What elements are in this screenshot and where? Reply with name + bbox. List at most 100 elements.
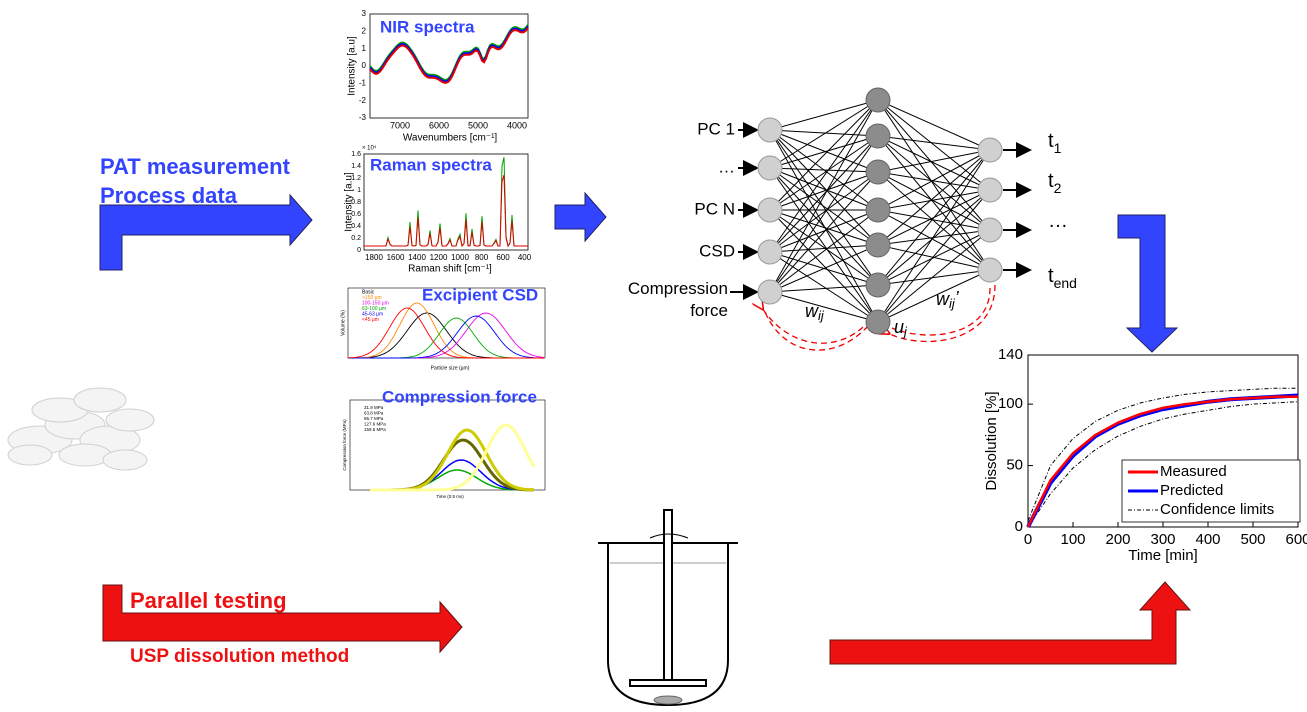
connection xyxy=(769,99,879,253)
process-label: Process data xyxy=(100,183,238,208)
weight-suffix: ’ xyxy=(955,288,960,308)
connection xyxy=(769,99,879,131)
nir-y-tick: 3 xyxy=(362,9,367,18)
dissolution-vessel xyxy=(598,509,738,707)
input-label: PC 1 xyxy=(697,119,735,138)
output-base: … xyxy=(1048,210,1068,232)
connection xyxy=(877,149,991,211)
nir-plot-area xyxy=(369,13,529,119)
force-x-label: Time (0.5 ms) xyxy=(436,494,464,499)
hidden-node xyxy=(865,123,891,149)
nir-y-tick: 2 xyxy=(362,26,367,35)
weight-sub: ij xyxy=(949,296,956,311)
pat-label: PAT measurement xyxy=(100,154,291,179)
hidden-node xyxy=(865,232,891,258)
nir-y-tick: 1 xyxy=(362,44,367,53)
connection xyxy=(769,129,879,246)
input-label: Compression force xyxy=(628,279,728,320)
hidden-node xyxy=(865,197,891,223)
raman-x-tick: 1400 xyxy=(408,253,426,262)
connection xyxy=(877,209,991,271)
raman-x-tick: 800 xyxy=(475,253,489,262)
csd-legend: 63-100 µm xyxy=(362,306,386,312)
weight-label: wij’ xyxy=(936,288,960,312)
spectrum-curve xyxy=(348,315,544,359)
connection xyxy=(769,284,879,293)
x-tick-label: 500 xyxy=(1240,531,1265,548)
force-legend: 31.9 MPa xyxy=(364,405,384,410)
connection xyxy=(769,209,879,253)
legend-label: Confidence limits xyxy=(1160,501,1274,518)
connection xyxy=(769,209,879,246)
raman-x-tick: 1800 xyxy=(365,253,383,262)
csd-y-label: Volume (%) xyxy=(340,310,346,336)
connection xyxy=(769,167,879,323)
weight-label: wij xyxy=(805,301,825,324)
csd-legend: <45 µm xyxy=(362,317,379,323)
nir-y-label: Intensity [a.u] xyxy=(347,36,358,96)
spectrum-curve xyxy=(370,423,536,492)
nir-y-tick: -3 xyxy=(359,113,367,122)
input-node xyxy=(757,239,783,265)
nir-x-tick: 6000 xyxy=(429,120,449,130)
input-node xyxy=(757,279,783,305)
dissolution-chart: 0 50 100 140 0 100 200 300 400 500 600 Time [min] Di… xyxy=(983,346,1307,564)
hidden-node xyxy=(865,309,891,335)
raman-x-tick: 1000 xyxy=(451,253,469,262)
connection xyxy=(769,129,879,137)
raman-y-tick: 0.6 xyxy=(351,211,361,218)
output-base: t xyxy=(1048,130,1054,152)
legend-label: Predicted xyxy=(1160,482,1223,499)
input-node xyxy=(757,117,783,143)
series-line xyxy=(1027,401,1299,528)
input-label: PC N xyxy=(694,199,735,218)
output-node xyxy=(977,257,1003,283)
connection xyxy=(769,251,879,323)
y-tick-label: 0 xyxy=(1015,518,1023,535)
output-base: t xyxy=(1048,265,1054,287)
force-legend: 127.6 MPa xyxy=(364,422,386,427)
weight-sub: ij xyxy=(818,308,825,323)
input-node xyxy=(757,197,783,223)
connection xyxy=(769,244,879,293)
raman-y-tick: 1.6 xyxy=(351,151,361,158)
x-tick-label: 400 xyxy=(1195,531,1220,548)
connection xyxy=(877,171,991,191)
output-sub: 2 xyxy=(1054,180,1062,196)
connection xyxy=(877,135,991,271)
csd-legend: Basic xyxy=(362,289,375,295)
raman-x-tick: 1200 xyxy=(430,253,448,262)
connection xyxy=(769,209,879,286)
y-tick-label: 50 xyxy=(1006,457,1023,474)
raman-y-tick: 0.2 xyxy=(351,235,361,242)
csd-title: Excipient CSD xyxy=(422,285,538,304)
weight-base: u xyxy=(894,317,904,337)
connection xyxy=(769,129,879,173)
connection xyxy=(769,129,879,286)
force-plot-area xyxy=(349,399,546,491)
force-title: Compression force xyxy=(382,387,537,406)
raman-multiplier: × 10⁴ xyxy=(362,145,377,152)
tablets xyxy=(7,387,155,471)
connection xyxy=(877,171,991,271)
connection xyxy=(877,149,991,323)
connection xyxy=(769,99,879,293)
y-tick-label: 100 xyxy=(998,395,1023,412)
raman-x-tick: 400 xyxy=(518,253,532,262)
legend-label: Measured xyxy=(1160,463,1227,480)
weight-sub: j xyxy=(902,324,908,339)
connection xyxy=(877,189,991,286)
blue-arrow-small xyxy=(554,191,607,243)
blue-arrow-down xyxy=(1117,214,1179,353)
x-tick-label: 100 xyxy=(1060,531,1085,548)
nir-title: NIR spectra xyxy=(380,17,475,36)
connection xyxy=(769,209,879,323)
output-label: t1 xyxy=(1048,130,1062,155)
connection xyxy=(769,135,879,253)
connection xyxy=(769,135,879,169)
x-tick-label: 200 xyxy=(1105,531,1130,548)
connection xyxy=(769,167,879,286)
